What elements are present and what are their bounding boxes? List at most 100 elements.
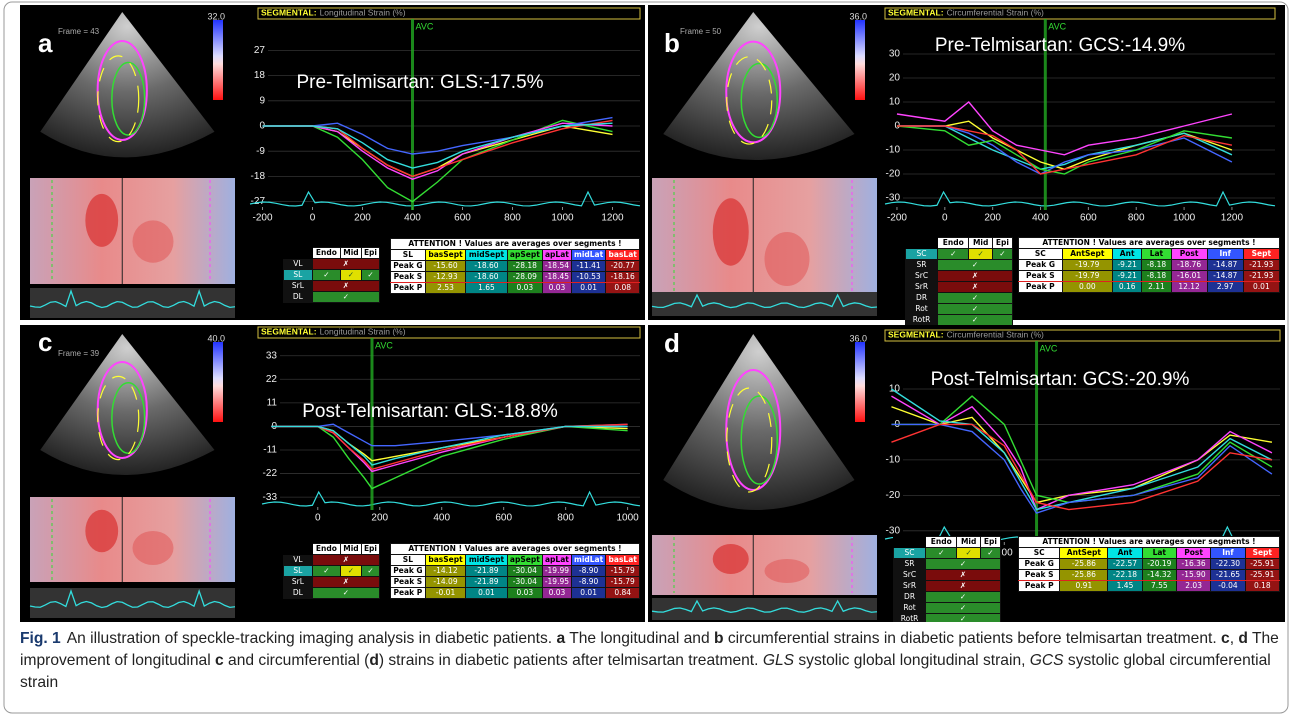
flag-cell: ✗ — [312, 281, 379, 292]
caption-run: d — [369, 652, 379, 669]
header-label: SEGMENTAL: — [261, 327, 317, 337]
frame-label: Frame = 43 — [58, 27, 100, 36]
x-tick-label: 800 — [557, 513, 574, 524]
value-cell: -8.18 — [1142, 271, 1171, 282]
value-cell: 0.01 — [466, 588, 507, 599]
flag-cell: ✗ — [312, 577, 379, 588]
column-header: Lat — [1142, 548, 1176, 559]
column-header: basSept — [425, 250, 465, 261]
value-cell: -14.87 — [1207, 260, 1243, 271]
flag-cell: ✓ — [926, 614, 1001, 623]
value-cell: 0.84 — [606, 588, 640, 599]
flag-label: SR — [894, 559, 926, 570]
column-header: Inf — [1211, 548, 1245, 559]
chart-header-text: SEGMENTAL:Longitudinal Strain (%) — [261, 8, 406, 18]
row-label: Peak S — [391, 272, 426, 283]
strain-map — [652, 535, 877, 595]
flag-column: Endo — [938, 238, 969, 249]
value-cell: -25.91 — [1245, 570, 1279, 581]
flag-label: SC — [894, 548, 926, 559]
flag-row: SrL✗ — [284, 577, 380, 588]
value-cell: -15.60 — [425, 261, 465, 272]
strain-blob — [133, 220, 174, 262]
values-table: ATTENTION ! Values are averages over seg… — [1018, 536, 1280, 594]
column-header: Post — [1176, 548, 1210, 559]
flag-label: SrL — [284, 281, 313, 292]
row-label: Peak G — [1019, 260, 1063, 271]
flag-column: Endo — [312, 544, 340, 555]
y-tick-label: 9 — [259, 95, 265, 106]
flag-row: RotR✓ — [906, 315, 1013, 326]
y-tick-label: -20 — [886, 169, 901, 180]
flag-cell: ✓ — [938, 260, 1013, 271]
value-cell: -18.45 — [543, 272, 572, 283]
flag-label: SL — [284, 270, 313, 281]
values-table: ATTENTION ! Values are averages over seg… — [390, 543, 640, 601]
y-tick-label: 10 — [889, 97, 901, 108]
strain-blob — [713, 544, 749, 574]
value-cell: 2.97 — [1207, 282, 1243, 293]
y-tick-label: 27 — [254, 45, 266, 56]
header-label: SEGMENTAL: — [888, 330, 944, 340]
column-header: basLat — [606, 250, 640, 261]
header-label: SEGMENTAL: — [888, 8, 944, 18]
caption-run: GCS — [1030, 652, 1064, 669]
column-header: Post — [1171, 249, 1207, 260]
x-tick-label: 1000 — [551, 213, 574, 224]
row-label: Peak G — [391, 566, 426, 577]
flag-row: SC✓✓✓ — [906, 249, 1013, 260]
flag-label: SrC — [894, 570, 926, 581]
caption-run: GLS — [763, 652, 794, 669]
x-tick-label: -200 — [252, 213, 272, 224]
avc-label: AVC — [375, 340, 393, 350]
chart-header-text: SEGMENTAL:Circumferential Strain (%) — [888, 8, 1044, 18]
column-header: apSept — [507, 250, 542, 261]
scale-label: 36.0 — [849, 11, 867, 21]
caption-run: circumferential strains in diabetic pati… — [724, 630, 1222, 647]
x-tick-label: 1200 — [1221, 213, 1244, 224]
attention-note: ATTENTION ! Values are averages over seg… — [391, 239, 640, 250]
value-cell: -20.77 — [606, 261, 640, 272]
chart-header-text: SEGMENTAL:Longitudinal Strain (%) — [261, 327, 406, 337]
x-tick-label: 200 — [371, 513, 388, 524]
flag-cell: ✓ — [361, 566, 379, 577]
color-scale — [855, 20, 865, 100]
flag-corner — [906, 238, 938, 249]
y-tick-label: -22 — [263, 468, 278, 479]
value-cell: -18.54 — [543, 261, 572, 272]
caption-run: The longitudinal and — [565, 630, 714, 647]
value-cell: 0.08 — [606, 283, 640, 294]
caption-run: and circumferential ( — [224, 652, 370, 669]
frame-label: Frame = 50 — [680, 27, 722, 36]
x-tick-label: 400 — [1032, 213, 1049, 224]
value-cell: 0.01 — [1243, 282, 1279, 293]
flag-row: SrL✗ — [284, 281, 380, 292]
header-measure: Longitudinal Strain (%) — [320, 327, 406, 337]
values-row: Peak G-19.79-9.21-8.18-18.76-14.87-21.93 — [1019, 260, 1280, 271]
strain-blob — [133, 531, 174, 565]
flag-header: EndoMidEpi — [894, 537, 1001, 548]
flag-column: Mid — [957, 537, 980, 548]
value-cell: -21.93 — [1243, 271, 1279, 282]
value-cell: 7.55 — [1142, 581, 1176, 592]
values-grid: ATTENTION ! Values are averages over seg… — [1018, 536, 1280, 592]
value-cell: -30.04 — [507, 577, 542, 588]
value-cell: -16.36 — [1176, 559, 1210, 570]
attention-note: ATTENTION ! Values are averages over seg… — [1019, 238, 1280, 249]
flag-column: Epi — [361, 248, 379, 259]
flag-column: Mid — [340, 248, 361, 259]
y-tick-label: -10 — [886, 145, 901, 156]
row-label: Peak S — [1019, 570, 1060, 581]
column-header: AntSept — [1060, 548, 1108, 559]
x-tick-label: 0 — [942, 213, 948, 224]
flag-cell: ✓ — [969, 249, 992, 260]
flag-label: DR — [894, 592, 926, 603]
value-cell: -18.60 — [466, 261, 507, 272]
flag-cell: ✓ — [361, 270, 379, 281]
value-cell: 0.16 — [1113, 282, 1142, 293]
column-header: Ant — [1108, 548, 1142, 559]
caption-run: c — [215, 652, 224, 669]
flag-corner — [284, 248, 313, 259]
